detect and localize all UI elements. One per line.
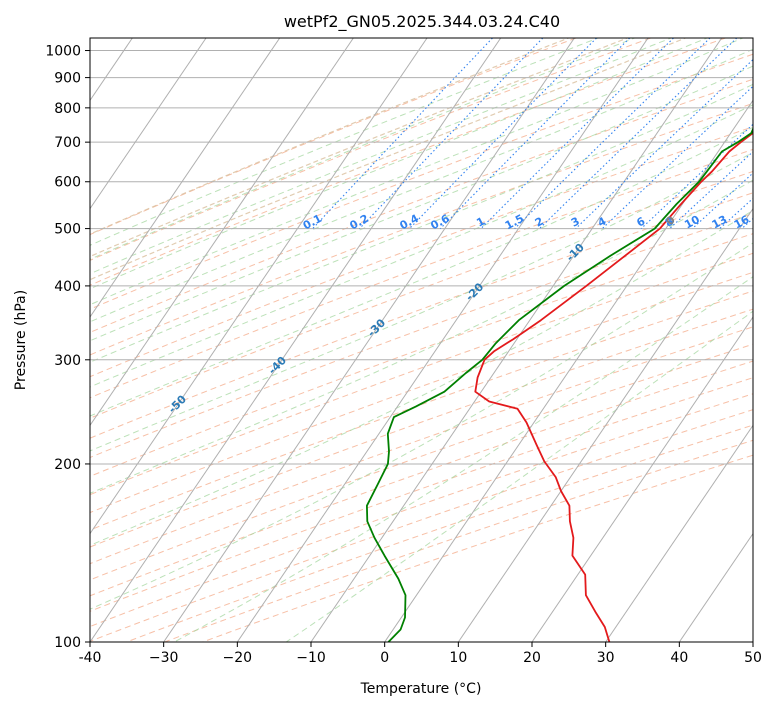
dry-adiabat: [90, 38, 651, 261]
chart-title: wetPf2_GN05.2025.344.03.24.C40: [284, 12, 560, 32]
mixing-ratio-label: 16: [732, 213, 752, 232]
moist-adiabat: [90, 38, 709, 290]
isotherms: [90, 38, 753, 642]
isotherm: [605, 424, 753, 642]
dewpoint-line: [366, 126, 753, 642]
dry-adiabat: [90, 343, 753, 581]
mixing-ratio-line: [539, 38, 738, 229]
x-axis-label: Temperature (°C): [360, 681, 482, 697]
moist-adiabat: [90, 38, 636, 260]
moist-adiabat: [90, 48, 753, 323]
moist-adiabat: [90, 38, 600, 246]
isotherm: [678, 532, 753, 642]
x-tick-label: 40: [670, 650, 688, 666]
moist-adiabat: [90, 38, 745, 306]
isotherm: [457, 207, 753, 642]
profile-series: [366, 126, 753, 642]
isotherm: [384, 99, 753, 642]
y-tick-label: 200: [54, 457, 81, 473]
dry-adiabat: [90, 308, 753, 548]
y-tick-label: 1000: [45, 44, 81, 60]
dry-adiabat: [90, 393, 753, 628]
temperature-line: [474, 128, 753, 642]
moist-adiabat: [90, 151, 753, 452]
dry-adiabat: [90, 126, 753, 378]
isotherm: [531, 316, 753, 642]
mixing-ratio-lines: [312, 38, 753, 230]
x-axis: -40 −30 −20 −10 0 10 20 30 40 50: [79, 642, 762, 666]
isotherm: [236, 38, 649, 642]
y-tick-label: 300: [54, 353, 81, 369]
mixing-ratio-line: [409, 38, 597, 229]
plot-frame: [89, 37, 754, 643]
y-tick-label: 400: [54, 279, 81, 295]
x-tick-label: -40: [79, 650, 102, 666]
y-tick-label: 100: [54, 635, 81, 651]
x-tick-label: −30: [149, 650, 179, 666]
mixing-ratio-line: [601, 85, 753, 229]
mixing-ratio-line: [480, 38, 674, 229]
x-tick-label: 30: [597, 650, 615, 666]
x-tick-label: 0: [380, 650, 389, 666]
x-tick-label: 50: [744, 650, 762, 666]
dry-adiabat: [90, 102, 753, 356]
y-axis: 100 200 300 400 500 600 700 800 900 1000: [45, 44, 90, 651]
mixing-ratio-line: [439, 38, 631, 229]
mixing-ratio-line: [640, 123, 753, 230]
moist-adiabat: [285, 310, 753, 642]
moist-adiabat: [90, 38, 673, 275]
isotherm: [90, 38, 281, 318]
y-tick-label: 900: [54, 71, 81, 87]
theta-e-curve: [90, 38, 629, 258]
mixing-ratio-line: [692, 172, 753, 230]
isotherm: [163, 38, 575, 642]
moist-adiabat: [90, 65, 753, 342]
dry-adiabat: [90, 377, 753, 612]
y-tick-label: 500: [54, 222, 81, 238]
isotherm: [90, 38, 207, 210]
mixing-ratio-line: [359, 38, 544, 229]
theta-e-curve: [90, 38, 571, 235]
pressure-gridlines: [90, 50, 753, 642]
x-tick-label: 10: [449, 650, 467, 666]
y-tick-label: 600: [54, 175, 81, 191]
isotherm: [310, 38, 723, 642]
theta-e-curves: [90, 38, 688, 281]
mixing-ratio-label: 10: [682, 213, 702, 232]
isotherm: [90, 38, 354, 427]
dry-adiabat: [90, 290, 753, 531]
theta-e-curve: [90, 38, 688, 281]
isotherm: [90, 38, 428, 535]
x-tick-label: −20: [223, 650, 253, 666]
mixing-ratio-line: [514, 38, 711, 229]
dry-adiabat: [90, 38, 726, 286]
mixing-ratio-label: 13: [710, 213, 730, 232]
y-tick-label: 800: [54, 101, 81, 117]
y-axis-label: Pressure (hPa): [13, 290, 29, 390]
isotherm: [90, 38, 502, 642]
y-tick-label: 700: [54, 135, 81, 151]
x-tick-label: −10: [296, 650, 326, 666]
dry-adiabat: [90, 409, 753, 642]
x-tick-label: 20: [523, 650, 541, 666]
